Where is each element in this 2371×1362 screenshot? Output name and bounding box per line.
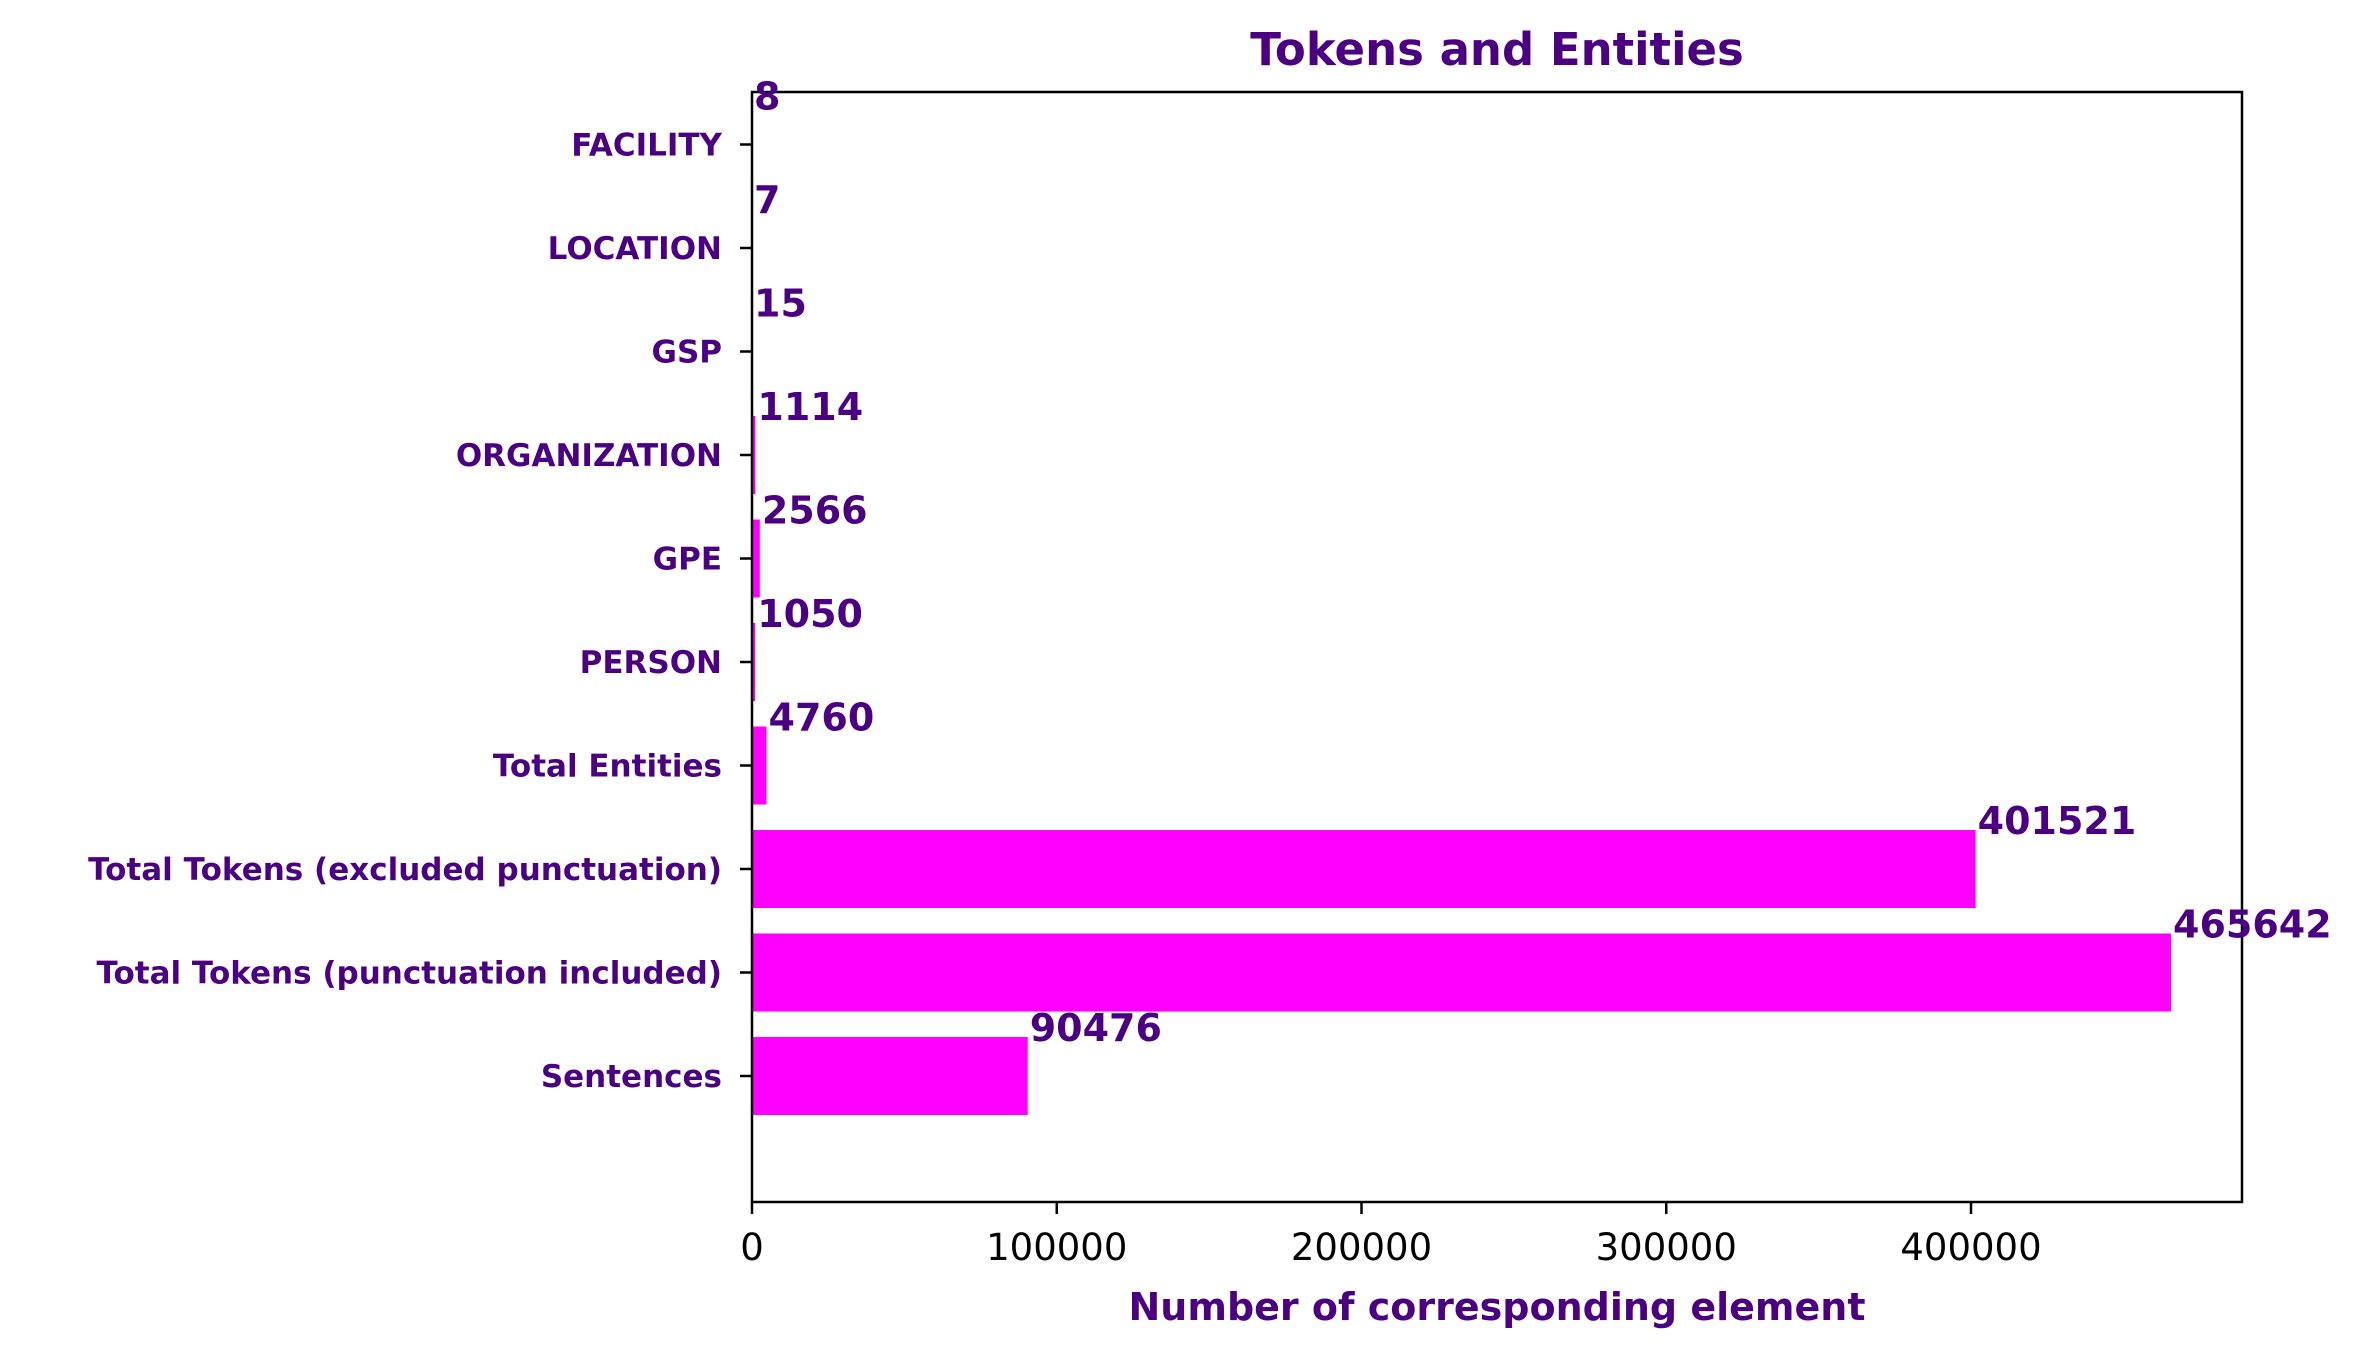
category-label: Sentences xyxy=(541,1059,722,1095)
value-label: 8 xyxy=(754,75,780,119)
bar xyxy=(752,623,756,701)
value-label: 1050 xyxy=(757,592,863,636)
x-axis-label: Number of corresponding element xyxy=(1129,1285,1866,1329)
category-label: Total Entities xyxy=(493,749,722,785)
category-label: GSP xyxy=(652,335,723,371)
value-label: 15 xyxy=(754,282,807,326)
value-label: 4760 xyxy=(769,696,875,740)
x-tick-label: 400000 xyxy=(1900,1226,2041,1269)
bar xyxy=(752,726,767,805)
category-label: FACILITY xyxy=(571,128,722,164)
bars-layer xyxy=(752,105,2172,1115)
value-label: 401521 xyxy=(1978,799,2137,843)
category-label: LOCATION xyxy=(548,231,722,267)
bar xyxy=(752,830,1976,908)
x-tick-label: 300000 xyxy=(1596,1226,1737,1269)
value-label: 2566 xyxy=(762,489,868,533)
x-axis: 0 100000 200000 300000 400000 xyxy=(740,1202,2042,1269)
x-tick-label: 200000 xyxy=(1291,1226,1432,1269)
category-label: Total Tokens (punctuation included) xyxy=(96,956,722,992)
value-labels: 90476 465642 401521 4760 1050 2566 1114 15 7 8 xyxy=(754,75,2332,1051)
plot-frame xyxy=(750,90,2244,1204)
bar xyxy=(752,933,2172,1012)
bar xyxy=(752,519,760,598)
value-label: 1114 xyxy=(757,385,863,429)
value-label: 465642 xyxy=(2173,903,2332,947)
chart-title: Tokens and Entities xyxy=(1250,23,1744,76)
category-label: GPE xyxy=(653,542,722,578)
y-axis: Sentences Total Tokens (punctuation inclu… xyxy=(88,128,752,1095)
category-label: ORGANIZATION xyxy=(456,438,722,474)
value-label: 7 xyxy=(754,178,780,222)
x-tick-label: 0 xyxy=(740,1226,764,1269)
category-label: Total Tokens (excluded punctuation) xyxy=(88,852,722,888)
x-tick-label: 100000 xyxy=(986,1226,1127,1269)
bar xyxy=(752,1037,1028,1115)
category-label: PERSON xyxy=(580,645,722,681)
bar xyxy=(752,416,756,494)
value-label: 90476 xyxy=(1030,1006,1162,1050)
